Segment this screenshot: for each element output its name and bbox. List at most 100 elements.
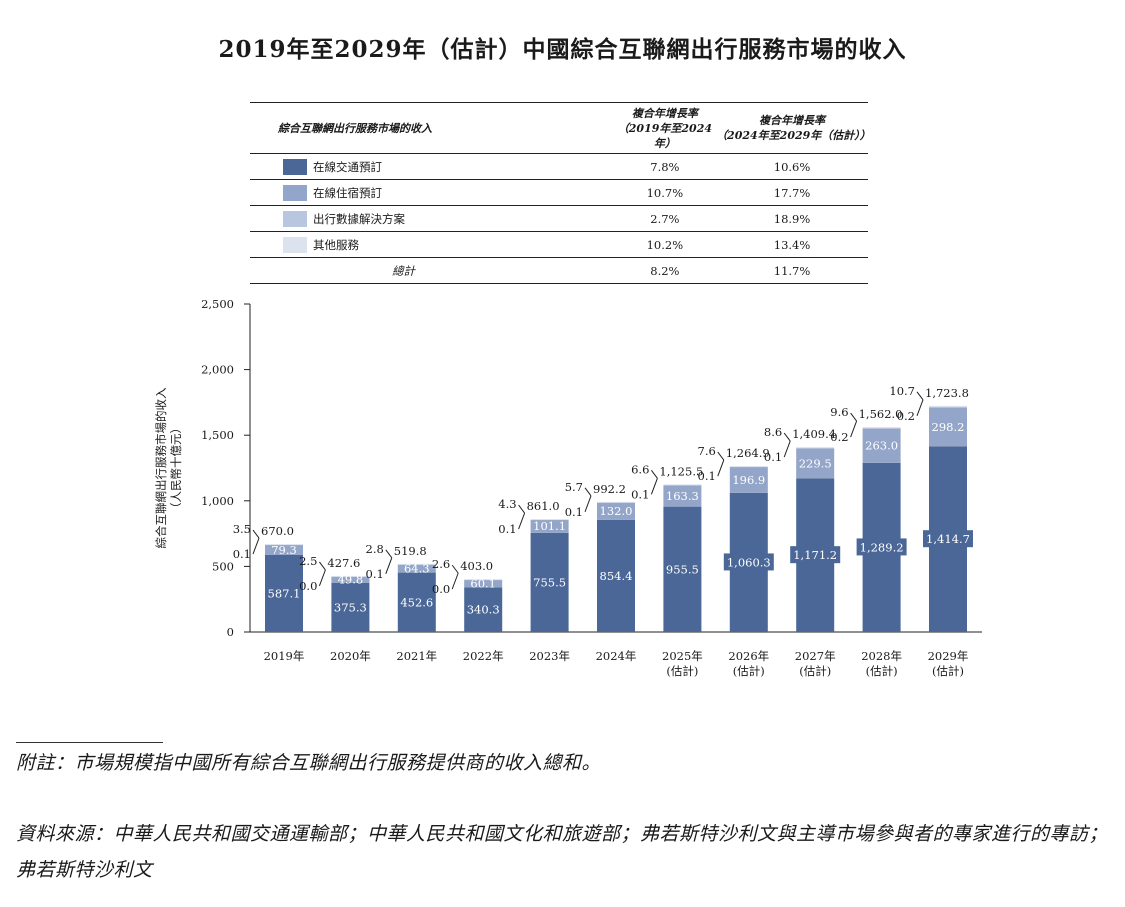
x-tick-sublabel: (估計) <box>666 664 698 678</box>
callout-line <box>252 529 260 539</box>
bar-online-accommodation <box>464 579 503 588</box>
total-label: 861.0 <box>527 499 560 513</box>
table-row: 出行數據解決方案 2.7% 18.9% <box>250 206 868 232</box>
bar-other-services <box>530 519 569 521</box>
total-label: 1,723.8 <box>925 386 969 400</box>
label-other-services: 5.7 <box>565 480 583 494</box>
callout-line <box>717 451 725 461</box>
x-tick-label: 2029年 <box>928 649 969 663</box>
label-other-services: 2.5 <box>299 554 317 568</box>
legend-swatch <box>283 236 307 253</box>
legend-swatch <box>283 210 307 227</box>
callout-line <box>318 561 326 571</box>
y-tick-label: 500 <box>212 559 234 573</box>
bar-online-accommodation <box>729 467 768 493</box>
y-tick-label: 1,000 <box>201 494 234 508</box>
cagr-value: 11.7% <box>773 263 811 278</box>
bar-online-transport <box>464 587 503 632</box>
x-tick-label: 2021年 <box>396 649 437 663</box>
x-tick-label: 2023年 <box>529 649 570 663</box>
table-row: 在線交通預訂 7.8% 10.6% <box>250 154 868 180</box>
label-data-solutions: 0.0 <box>432 582 450 596</box>
label-other-services: 2.6 <box>432 557 450 571</box>
bar-label-background <box>856 538 907 556</box>
bar-label-background <box>790 546 841 564</box>
table-header-cagr-2024-2029: 複合年增長率 （2024年至2029年（估計）） <box>716 103 871 154</box>
label-other-services: 3.5 <box>233 522 251 536</box>
cagr-value: 8.2% <box>650 263 680 278</box>
callout-line <box>451 572 459 590</box>
label-data-solutions: 0.2 <box>897 409 915 423</box>
y-axis-title: 綜合互聯網出行服務市場的收入 <box>154 387 168 548</box>
x-tick-label: 2027年 <box>795 649 836 663</box>
bar-label-accommodation: 298.2 <box>932 420 965 434</box>
bar-label-background <box>923 530 973 548</box>
label-other-services: 2.8 <box>366 542 384 556</box>
bar-online-accommodation <box>331 576 370 583</box>
label-data-solutions: 0.1 <box>233 547 251 561</box>
callout-line <box>518 504 525 514</box>
bar-online-accommodation <box>597 502 635 520</box>
bar-label-accommodation: 64.3 <box>404 561 430 575</box>
callout-line <box>385 557 393 574</box>
bar-other-services <box>796 447 835 449</box>
footnote: 附註：市場規模指中國所有綜合互聯網出行服務提供商的收入總和。 <box>16 752 602 774</box>
bar-label-transport: 955.5 <box>666 562 699 576</box>
callout-line <box>916 391 924 401</box>
total-label: 519.8 <box>394 544 427 558</box>
bar-online-accommodation <box>397 564 436 573</box>
y-tick-label: 2,000 <box>201 363 234 377</box>
table-header-cagr-2019-2024: 複合年增長率 （2019年至2024年） <box>614 103 716 154</box>
label-other-services: 8.6 <box>764 425 782 439</box>
total-label: 670.0 <box>261 524 294 538</box>
total-label: 403.0 <box>460 559 493 573</box>
cagr-value: 2.7% <box>650 211 680 226</box>
table-total-row: 總計 8.2% 11.7% <box>250 258 868 284</box>
segment-name: 在線住宿預訂 <box>313 185 382 200</box>
cagr-value: 10.7% <box>646 185 684 200</box>
total-label: 1,264.9 <box>726 446 770 460</box>
total-label: 1,409.4 <box>792 427 836 441</box>
label-data-solutions: 0.1 <box>565 505 583 519</box>
label-data-solutions: 0.1 <box>631 487 649 501</box>
bar-label-accommodation: 60.1 <box>470 576 496 590</box>
bar-online-accommodation <box>663 485 702 507</box>
x-tick-label: 2026年 <box>728 649 769 663</box>
stacked-bar-chart: 0 500 1,000 1,500 2,000 2,500 綜合互聯網出行服務市場的收入 （人… <box>154 297 982 678</box>
x-tick-label: 2020年 <box>330 649 371 663</box>
bar-online-accommodation <box>862 428 901 463</box>
x-tick-label: 2022年 <box>463 649 504 663</box>
bar-label-accommodation: 101.1 <box>533 519 566 533</box>
header-cagr1-line2: （2019年至2024年） <box>617 121 712 150</box>
header-cagr1-line1: 複合年增長率 <box>631 106 698 120</box>
x-tick-sublabel: (估計) <box>733 664 765 678</box>
callout-line <box>584 495 592 512</box>
label-other-services: 4.3 <box>498 497 516 511</box>
bar-label-accommodation: 132.0 <box>600 504 633 518</box>
callout-line <box>252 537 260 555</box>
callout-line <box>783 440 791 458</box>
x-tick-sublabel: (估計) <box>932 664 964 678</box>
header-cagr2-line1: 複合年增長率 <box>759 114 826 127</box>
segment-name: 其他服務 <box>313 237 359 252</box>
bar-label-transport: 587.1 <box>268 586 301 600</box>
bar-other-services <box>464 579 503 581</box>
y-tick-label: 1,500 <box>201 428 234 442</box>
bar-other-services <box>929 405 967 408</box>
bar-other-services <box>265 544 303 546</box>
bar-label-accommodation: 163.3 <box>666 489 699 503</box>
label-data-solutions: 0.2 <box>830 430 848 444</box>
bar-label-accommodation: 263.0 <box>865 439 898 453</box>
bar-online-accommodation <box>796 448 835 479</box>
bar-online-transport <box>331 582 370 632</box>
total-label: 427.6 <box>327 556 360 570</box>
legend-swatch <box>283 158 307 175</box>
label-other-services: 10.7 <box>889 384 915 398</box>
label-data-solutions: 0.1 <box>698 469 716 483</box>
bar-label-transport: 1,289.2 <box>860 540 904 554</box>
bar-label-transport: 452.6 <box>400 595 433 609</box>
cagr-table-header: 綜合互聯網出行服務市場的收入 複合年增長率 （2019年至2024年） 複合年增… <box>250 102 871 154</box>
chart-title: 2019年至2029年（估計）中國綜合互聯網出行服務市場的收入 <box>218 36 907 63</box>
label-other-services: 6.6 <box>631 462 649 476</box>
total-label: 992.2 <box>593 482 626 496</box>
